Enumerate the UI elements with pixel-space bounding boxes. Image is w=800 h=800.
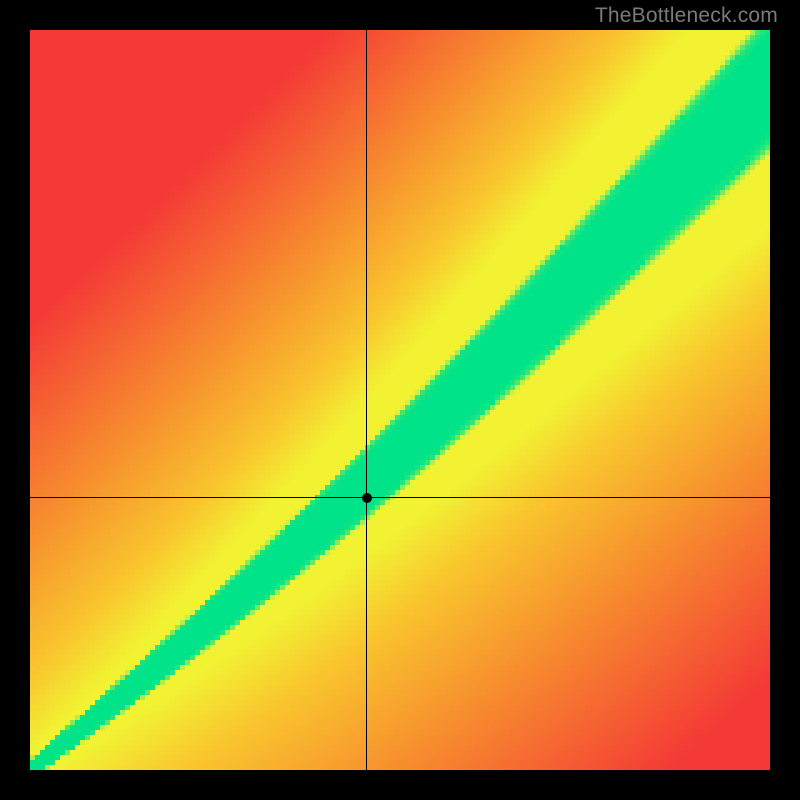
heatmap-canvas — [30, 30, 770, 770]
watermark-text: TheBottleneck.com — [595, 4, 778, 28]
crosshair-horizontal — [30, 497, 770, 498]
plot-area — [30, 30, 770, 770]
crosshair-vertical — [366, 30, 367, 770]
frame: TheBottleneck.com — [0, 0, 800, 800]
crosshair-marker — [362, 493, 372, 503]
